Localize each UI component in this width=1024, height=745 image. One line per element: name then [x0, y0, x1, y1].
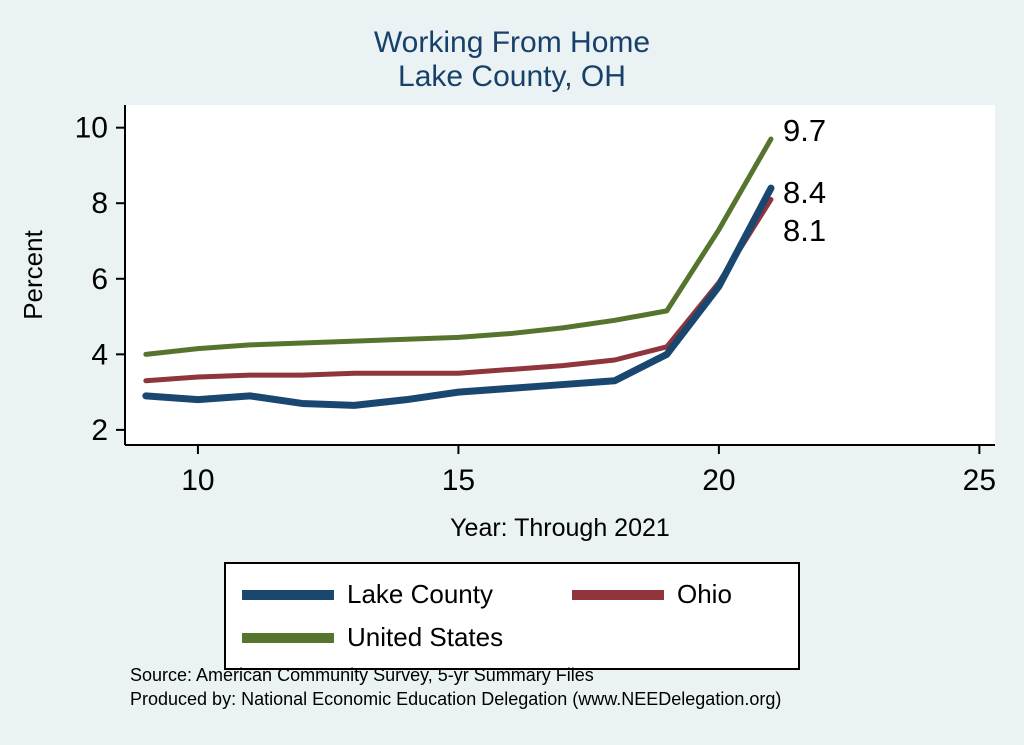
- source-note-line2: Produced by: National Economic Education…: [130, 689, 782, 710]
- legend-swatch-united-states: [242, 632, 334, 643]
- legend-swatch-rect: [242, 632, 334, 643]
- end-value-label: 8.1: [783, 213, 826, 248]
- legend-label-ohio: Ohio: [677, 579, 732, 609]
- legend-swatch-rect: [242, 589, 334, 600]
- y-tick-label: 4: [91, 338, 108, 371]
- series-line-lake-county: [142, 184, 775, 409]
- chart-title-line1: Working From Home: [373, 26, 651, 59]
- legend-label-united-states: United States: [347, 622, 504, 652]
- x-tick-label: 20: [702, 464, 735, 497]
- y-axis-label: Percent: [18, 229, 48, 319]
- series-line-ohio: [143, 196, 774, 384]
- y-tick-label: 8: [91, 187, 108, 220]
- x-tick-label: 25: [963, 464, 996, 497]
- series-line-united-states: [143, 136, 774, 357]
- chart-title: Working From Home Lake County, OH: [0, 26, 1024, 93]
- legend-swatch-lake-county: [242, 589, 334, 600]
- chart-title-line2: Lake County, OH: [398, 59, 626, 93]
- line-chart: 2 4 6 8 10 10 15 20 25 Percent 9.7 8.48.1: [18, 105, 996, 497]
- source-notes: Source: American Community Survey, 5-yr …: [130, 663, 781, 712]
- legend-item-ohio: Ohio: [572, 579, 772, 610]
- source-note-line1: Source: American Community Survey, 5-yr …: [130, 665, 594, 685]
- legend-swatch-rect: [572, 589, 664, 600]
- x-axis-title: Year: Through 2021: [450, 514, 670, 542]
- legend: Lake County Ohio United States: [224, 562, 800, 670]
- legend-item-lake-county: Lake County: [242, 579, 572, 610]
- x-tick-label: 10: [181, 464, 214, 497]
- y-tick-label: 10: [75, 112, 108, 145]
- plot-area: [125, 105, 995, 445]
- y-tick-label: 2: [91, 414, 108, 447]
- legend-item-united-states: United States: [242, 622, 572, 653]
- x-tick-label: 15: [442, 464, 475, 497]
- y-tick-label: 6: [91, 263, 108, 296]
- end-value-label: 8.4: [783, 175, 826, 210]
- legend-swatch-ohio: [572, 589, 664, 600]
- end-value-label: 9.7: [783, 113, 826, 148]
- legend-label-lake-county: Lake County: [347, 579, 493, 609]
